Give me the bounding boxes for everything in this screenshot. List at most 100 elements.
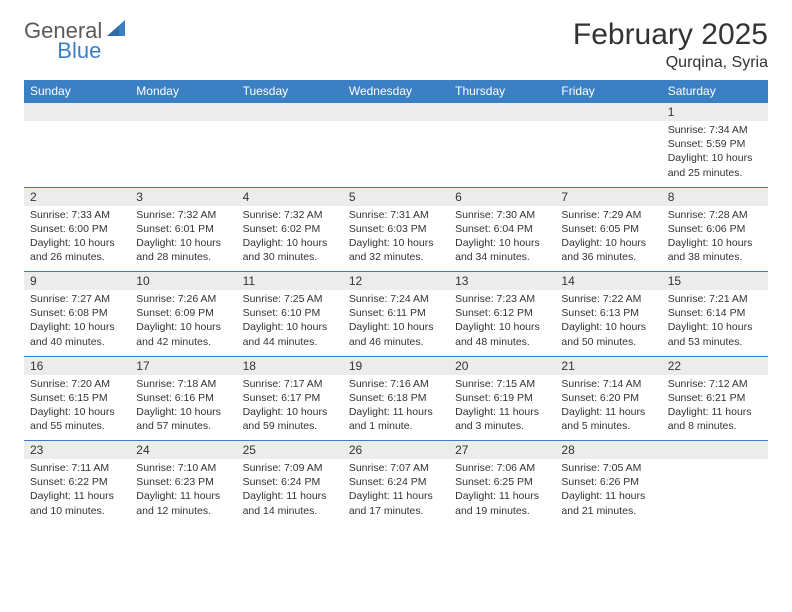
day-cell-line: and 8 minutes. bbox=[668, 419, 762, 433]
day-cell-line: Sunrise: 7:29 AM bbox=[561, 208, 655, 222]
day-number bbox=[130, 103, 236, 121]
day-cell-line: Sunset: 6:02 PM bbox=[243, 222, 337, 236]
day-cell-body: Sunrise: 7:25 AMSunset: 6:10 PMDaylight:… bbox=[237, 290, 343, 353]
day-cell-line: and 40 minutes. bbox=[30, 335, 124, 349]
day-number-cell: 7 bbox=[555, 187, 661, 206]
week-daynum-row: 16171819202122 bbox=[24, 356, 768, 375]
day-number: 21 bbox=[555, 357, 661, 375]
day-cell-body: Sunrise: 7:16 AMSunset: 6:18 PMDaylight:… bbox=[343, 375, 449, 438]
day-number-cell: 27 bbox=[449, 441, 555, 460]
day-number-cell: 22 bbox=[662, 356, 768, 375]
day-number: 25 bbox=[237, 441, 343, 459]
day-cell-line: and 1 minute. bbox=[349, 419, 443, 433]
day-cell-line: Sunrise: 7:28 AM bbox=[668, 208, 762, 222]
day-cell-body: Sunrise: 7:07 AMSunset: 6:24 PMDaylight:… bbox=[343, 459, 449, 522]
day-number-cell: 28 bbox=[555, 441, 661, 460]
day-cell-line: Sunrise: 7:32 AM bbox=[136, 208, 230, 222]
day-cell-line: Sunset: 6:25 PM bbox=[455, 475, 549, 489]
day-cell: Sunrise: 7:32 AMSunset: 6:01 PMDaylight:… bbox=[130, 206, 236, 272]
day-cell bbox=[343, 121, 449, 187]
day-cell-line: Sunset: 6:18 PM bbox=[349, 391, 443, 405]
day-cell-line: Sunrise: 7:30 AM bbox=[455, 208, 549, 222]
day-cell: Sunrise: 7:28 AMSunset: 6:06 PMDaylight:… bbox=[662, 206, 768, 272]
day-cell-line: Daylight: 11 hours bbox=[561, 489, 655, 503]
day-number: 18 bbox=[237, 357, 343, 375]
day-cell-line: Daylight: 11 hours bbox=[243, 489, 337, 503]
day-cell: Sunrise: 7:20 AMSunset: 6:15 PMDaylight:… bbox=[24, 375, 130, 441]
day-cell-line: and 46 minutes. bbox=[349, 335, 443, 349]
day-cell-body: Sunrise: 7:27 AMSunset: 6:08 PMDaylight:… bbox=[24, 290, 130, 353]
day-cell bbox=[662, 459, 768, 525]
day-cell-line: and 12 minutes. bbox=[136, 504, 230, 518]
day-number-cell: 8 bbox=[662, 187, 768, 206]
day-cell-line: and 3 minutes. bbox=[455, 419, 549, 433]
day-cell: Sunrise: 7:31 AMSunset: 6:03 PMDaylight:… bbox=[343, 206, 449, 272]
day-cell-line: Sunset: 6:04 PM bbox=[455, 222, 549, 236]
day-number: 16 bbox=[24, 357, 130, 375]
day-cell: Sunrise: 7:17 AMSunset: 6:17 PMDaylight:… bbox=[237, 375, 343, 441]
day-cell-line: and 38 minutes. bbox=[668, 250, 762, 264]
page-title: February 2025 bbox=[573, 18, 768, 52]
day-cell-line: Sunrise: 7:25 AM bbox=[243, 292, 337, 306]
day-cell-body: Sunrise: 7:32 AMSunset: 6:01 PMDaylight:… bbox=[130, 206, 236, 269]
day-header: Monday bbox=[130, 80, 236, 103]
day-number-cell: 6 bbox=[449, 187, 555, 206]
day-cell-line: Daylight: 10 hours bbox=[243, 320, 337, 334]
day-number-cell: 25 bbox=[237, 441, 343, 460]
day-cell-line: Daylight: 10 hours bbox=[243, 405, 337, 419]
day-cell bbox=[237, 121, 343, 187]
page: General Blue February 2025 Qurqina, Syri… bbox=[0, 0, 792, 525]
day-cell-body: Sunrise: 7:28 AMSunset: 6:06 PMDaylight:… bbox=[662, 206, 768, 269]
day-number bbox=[343, 103, 449, 121]
day-cell-line: and 17 minutes. bbox=[349, 504, 443, 518]
day-cell-line: Sunset: 6:09 PM bbox=[136, 306, 230, 320]
day-cell-line: Sunset: 6:10 PM bbox=[243, 306, 337, 320]
day-header: Wednesday bbox=[343, 80, 449, 103]
day-cell-line: and 19 minutes. bbox=[455, 504, 549, 518]
day-cell-line: Daylight: 11 hours bbox=[668, 405, 762, 419]
day-cell-line: Sunrise: 7:24 AM bbox=[349, 292, 443, 306]
day-cell-line: Sunset: 6:23 PM bbox=[136, 475, 230, 489]
day-number: 6 bbox=[449, 188, 555, 206]
day-cell-body: Sunrise: 7:12 AMSunset: 6:21 PMDaylight:… bbox=[662, 375, 768, 438]
day-cell: Sunrise: 7:30 AMSunset: 6:04 PMDaylight:… bbox=[449, 206, 555, 272]
day-cell-line: Sunrise: 7:17 AM bbox=[243, 377, 337, 391]
day-number: 15 bbox=[662, 272, 768, 290]
day-cell-body bbox=[555, 121, 661, 127]
day-cell-line: and 44 minutes. bbox=[243, 335, 337, 349]
day-cell-body bbox=[237, 121, 343, 127]
day-number: 28 bbox=[555, 441, 661, 459]
day-cell-line: Sunset: 6:17 PM bbox=[243, 391, 337, 405]
day-cell-line: Sunrise: 7:18 AM bbox=[136, 377, 230, 391]
day-number bbox=[237, 103, 343, 121]
day-number: 20 bbox=[449, 357, 555, 375]
day-cell-line: Sunset: 6:08 PM bbox=[30, 306, 124, 320]
day-number: 8 bbox=[662, 188, 768, 206]
day-cell-body: Sunrise: 7:20 AMSunset: 6:15 PMDaylight:… bbox=[24, 375, 130, 438]
day-number: 19 bbox=[343, 357, 449, 375]
day-cell-line: and 21 minutes. bbox=[561, 504, 655, 518]
day-cell-body: Sunrise: 7:26 AMSunset: 6:09 PMDaylight:… bbox=[130, 290, 236, 353]
day-number: 12 bbox=[343, 272, 449, 290]
day-header: Thursday bbox=[449, 80, 555, 103]
day-cell-line: Daylight: 11 hours bbox=[561, 405, 655, 419]
day-number-cell: 21 bbox=[555, 356, 661, 375]
day-header: Saturday bbox=[662, 80, 768, 103]
day-cell-line: Sunset: 6:13 PM bbox=[561, 306, 655, 320]
day-cell bbox=[449, 121, 555, 187]
day-cell-body: Sunrise: 7:15 AMSunset: 6:19 PMDaylight:… bbox=[449, 375, 555, 438]
day-cell-line: Sunset: 6:05 PM bbox=[561, 222, 655, 236]
day-header: Sunday bbox=[24, 80, 130, 103]
day-cell-body: Sunrise: 7:17 AMSunset: 6:17 PMDaylight:… bbox=[237, 375, 343, 438]
day-number: 4 bbox=[237, 188, 343, 206]
title-block: February 2025 Qurqina, Syria bbox=[573, 18, 768, 72]
day-cell-body bbox=[449, 121, 555, 127]
day-cell-line: Sunrise: 7:07 AM bbox=[349, 461, 443, 475]
day-cell-line: Sunrise: 7:33 AM bbox=[30, 208, 124, 222]
day-cell-line: Sunrise: 7:15 AM bbox=[455, 377, 549, 391]
day-cell-line: Sunset: 5:59 PM bbox=[668, 137, 762, 151]
day-cell-body: Sunrise: 7:14 AMSunset: 6:20 PMDaylight:… bbox=[555, 375, 661, 438]
page-subtitle: Qurqina, Syria bbox=[573, 54, 768, 72]
week-daynum-row: 1 bbox=[24, 103, 768, 122]
day-cell: Sunrise: 7:07 AMSunset: 6:24 PMDaylight:… bbox=[343, 459, 449, 525]
